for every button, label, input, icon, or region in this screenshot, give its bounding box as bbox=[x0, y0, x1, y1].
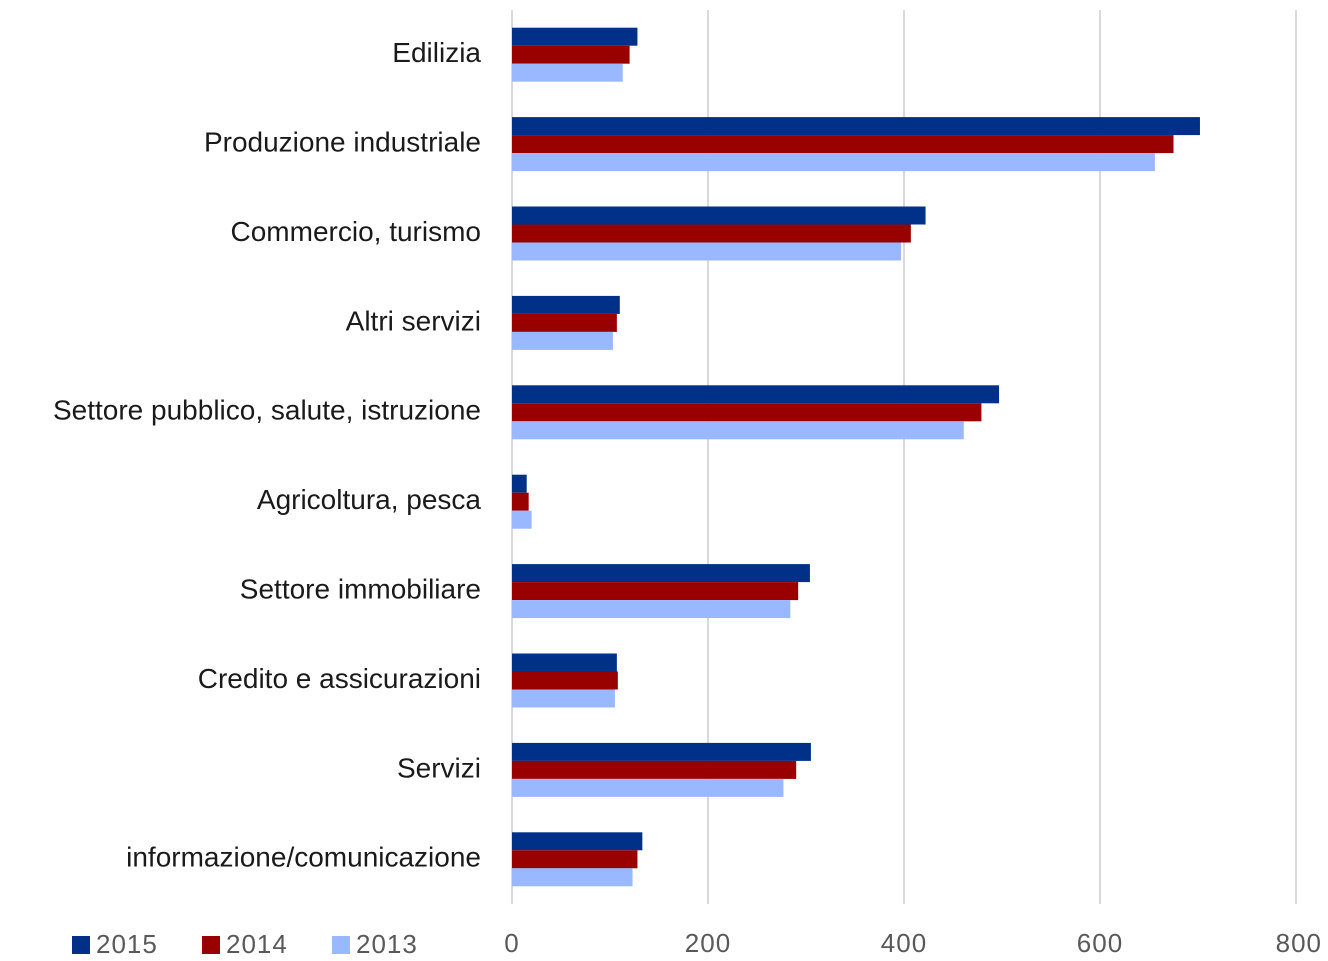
category-label-credito-e-assicurazioni: Credito e assicurazioni bbox=[198, 663, 481, 694]
bar-produzione-industriale-2014 bbox=[512, 135, 1174, 154]
bar-commercio-turismo-2013 bbox=[512, 242, 902, 261]
category-label-commercio-turismo: Commercio, turismo bbox=[231, 216, 481, 247]
bar-altri-servizi-2015 bbox=[512, 295, 620, 314]
x-axis-tick-labels: 0 200 400 600 800 bbox=[504, 928, 1322, 958]
category-label-altri-servizi: Altri servizi bbox=[346, 305, 481, 336]
bar-settore-immobiliare-2014 bbox=[512, 582, 799, 601]
legend-label-2014: 2014 bbox=[226, 929, 288, 959]
category-label-informazione-comunicazione: informazione/comunicazione bbox=[126, 842, 481, 873]
x-tick-label-400: 400 bbox=[881, 928, 927, 958]
bar-produzione-industriale-2013 bbox=[512, 153, 1155, 172]
category-label-servizi: Servizi bbox=[397, 752, 481, 783]
category-label-produzione-industriale: Produzione industriale bbox=[204, 126, 481, 157]
bar-altri-servizi-2014 bbox=[512, 313, 617, 332]
legend: 2015 2014 2013 bbox=[72, 929, 418, 959]
bar-servizi-2014 bbox=[512, 760, 797, 779]
x-tick-label-800: 800 bbox=[1276, 928, 1322, 958]
bar-produzione-industriale-2015 bbox=[512, 117, 1200, 136]
bar-informazione-comunicazione-2013 bbox=[512, 868, 633, 887]
bar-informazione-comunicazione-2014 bbox=[512, 850, 638, 869]
category-label-agricoltura-pesca: Agricoltura, pesca bbox=[257, 484, 482, 515]
legend-label-2013: 2013 bbox=[356, 929, 418, 959]
bar-credito-e-assicurazioni-2013 bbox=[512, 689, 615, 708]
x-tick-label-0: 0 bbox=[504, 928, 519, 958]
bar-servizi-2013 bbox=[512, 778, 784, 797]
bar-settore-pubblico-salute-istruzione-2013 bbox=[512, 421, 964, 440]
category-label-settore-pubblico-salute-istruzione: Settore pubblico, salute, istruzione bbox=[53, 395, 481, 426]
bars bbox=[512, 27, 1200, 887]
bar-altri-servizi-2013 bbox=[512, 331, 613, 350]
bar-agricoltura-pesca-2015 bbox=[512, 474, 527, 493]
category-labels: Edilizia Produzione industriale Commercio,… bbox=[53, 37, 481, 873]
legend-swatch-2014 bbox=[202, 936, 220, 954]
bar-settore-immobiliare-2013 bbox=[512, 600, 791, 619]
bar-credito-e-assicurazioni-2014 bbox=[512, 671, 618, 690]
legend-swatch-2013 bbox=[332, 936, 350, 954]
bar-commercio-turismo-2015 bbox=[512, 206, 926, 225]
bar-commercio-turismo-2014 bbox=[512, 224, 911, 243]
bar-credito-e-assicurazioni-2015 bbox=[512, 653, 617, 672]
bar-settore-immobiliare-2015 bbox=[512, 564, 810, 583]
bar-edilizia-2014 bbox=[512, 45, 630, 64]
x-tick-label-200: 200 bbox=[685, 928, 731, 958]
bar-settore-pubblico-salute-istruzione-2014 bbox=[512, 403, 982, 422]
x-tick-label-600: 600 bbox=[1077, 928, 1123, 958]
legend-swatch-2015 bbox=[72, 936, 90, 954]
bar-edilizia-2013 bbox=[512, 63, 623, 82]
bar-settore-pubblico-salute-istruzione-2015 bbox=[512, 385, 1000, 404]
legend-label-2015: 2015 bbox=[96, 929, 158, 959]
bar-informazione-comunicazione-2015 bbox=[512, 832, 643, 851]
bar-agricoltura-pesca-2013 bbox=[512, 510, 532, 529]
bar-edilizia-2015 bbox=[512, 27, 638, 46]
category-label-edilizia: Edilizia bbox=[392, 37, 481, 68]
bar-servizi-2015 bbox=[512, 742, 811, 761]
bar-agricoltura-pesca-2014 bbox=[512, 492, 529, 511]
category-label-settore-immobiliare: Settore immobiliare bbox=[240, 573, 481, 604]
